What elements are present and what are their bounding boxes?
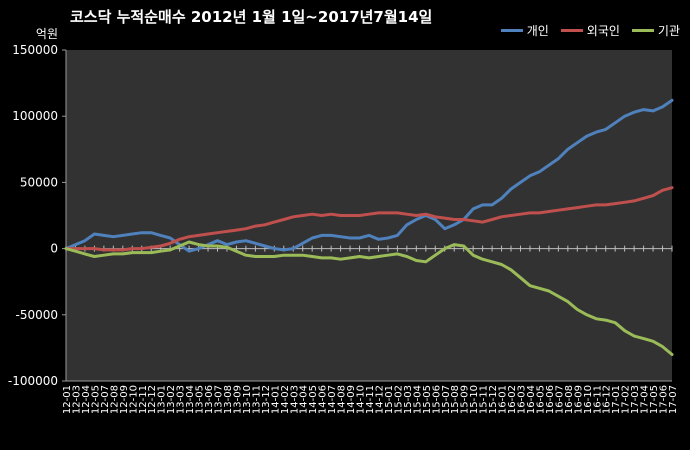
x-tick-label: 14-07 — [327, 385, 338, 414]
x-tick-label: 13-02 — [166, 385, 177, 414]
legend-item-foreign: 외국인 — [560, 22, 620, 39]
x-tick-label: 13-01 — [157, 385, 168, 414]
x-tick-label: 16-03 — [517, 385, 528, 414]
x-tick-label: 16-09 — [573, 385, 584, 414]
y-tick-label: 50000 — [20, 175, 58, 189]
x-tick-label: 13-08 — [223, 385, 234, 414]
x-tick-label: 13-05 — [195, 385, 206, 414]
x-tick-label: 15-10 — [469, 385, 480, 414]
x-tick-label: 12-05 — [90, 385, 101, 414]
legend-label-foreign: 외국인 — [586, 24, 620, 38]
x-tick-label: 15-06 — [431, 385, 442, 414]
x-tick-label: 14-05 — [308, 385, 319, 414]
legend: 개인 외국인 기관 — [500, 22, 680, 39]
x-tick-label: 16-07 — [554, 385, 565, 414]
x-tick-label: 12-10 — [128, 385, 139, 414]
x-tick-label: 15-12 — [488, 385, 499, 414]
x-tick-label: 13-03 — [176, 385, 187, 414]
x-tick-label: 16-08 — [564, 385, 575, 414]
x-tick-label: 16-10 — [583, 385, 594, 414]
x-tick-label: 14-12 — [374, 385, 385, 414]
x-tick-label: 12-04 — [81, 385, 92, 414]
chart-title: 코스닥 누적순매수 2012년 1월 1일~2017년7월14일 — [70, 8, 433, 26]
x-tick-label: 14-08 — [337, 385, 348, 414]
x-tick-label: 14-10 — [356, 385, 367, 414]
y-tick-label: 150000 — [12, 43, 58, 57]
x-tick-label: 15-05 — [422, 385, 433, 414]
x-tick-label: 17-06 — [659, 385, 670, 414]
x-tick-label: 12-03 — [71, 385, 82, 414]
x-tick-label: 14-04 — [299, 385, 310, 414]
x-tick-label: 15-07 — [441, 385, 452, 414]
x-tick-label: 15-11 — [479, 385, 490, 414]
x-tick-label: 14-02 — [280, 385, 291, 414]
series-line-0 — [64, 98, 674, 253]
x-tick-label: 16-06 — [545, 385, 556, 414]
x-tick-label: 13-09 — [232, 385, 243, 414]
legend-item-institution: 기관 — [631, 22, 680, 39]
x-tick-label: 13-12 — [261, 385, 272, 414]
series-line-2 — [64, 240, 674, 356]
x-tick-label: 13-11 — [251, 385, 262, 414]
x-tick-label: 17-07 — [668, 385, 679, 414]
x-tick-label: 17-02 — [621, 385, 632, 414]
x-tick-label: 12-07 — [100, 385, 111, 414]
x-tick-label: 16-05 — [535, 385, 546, 414]
x-tick-label: 15-02 — [393, 385, 404, 414]
x-tick-label: 16-11 — [592, 385, 603, 414]
x-tick-label: 17-04 — [640, 385, 651, 414]
x-tick-label: 12-01 — [62, 385, 73, 414]
legend-swatch-foreign — [560, 29, 583, 32]
x-tick-label: 14-01 — [270, 385, 281, 414]
x-tick-label: 12-08 — [109, 385, 120, 414]
x-tick-label: 13-04 — [185, 385, 196, 414]
x-tick-label: 12-11 — [138, 385, 149, 414]
x-tick-label: 15-01 — [384, 385, 395, 414]
x-tick-label: 15-03 — [403, 385, 414, 414]
y-tick-label: 100000 — [12, 109, 58, 123]
x-tick-label: 15-09 — [460, 385, 471, 414]
x-tick-label: 16-01 — [498, 385, 509, 414]
y-tick-label: -50000 — [15, 308, 58, 322]
legend-label-institution: 기관 — [657, 24, 680, 38]
y-axis-unit-label: 억원 — [36, 27, 58, 41]
y-tick-label: 0 — [50, 242, 58, 256]
y-tick-label: -100000 — [8, 374, 58, 388]
x-tick-label: 14-03 — [289, 385, 300, 414]
x-tick-label: 17-01 — [611, 385, 622, 414]
legend-swatch-individual — [500, 29, 523, 32]
x-tick-label: 13-06 — [204, 385, 215, 414]
x-tick-label: 14-11 — [365, 385, 376, 414]
x-tick-label: 15-08 — [450, 385, 461, 414]
x-tick-label: 16-12 — [602, 385, 613, 414]
x-tick-label: 14-09 — [346, 385, 357, 414]
x-tick-label: 15-04 — [412, 385, 423, 414]
legend-item-individual: 개인 — [500, 22, 549, 39]
x-tick-label: 13-10 — [242, 385, 253, 414]
x-tick-label: 12-12 — [147, 385, 158, 414]
series-line-1 — [64, 186, 674, 252]
x-tick-label: 17-05 — [649, 385, 660, 414]
x-tick-label: 17-03 — [630, 385, 641, 414]
legend-swatch-institution — [631, 29, 654, 32]
x-tick-label: 16-04 — [526, 385, 537, 414]
x-tick-label: 12-09 — [119, 385, 130, 414]
legend-label-individual: 개인 — [526, 24, 549, 38]
x-tick-label: 14-06 — [318, 385, 329, 414]
x-tick-label: 16-02 — [507, 385, 518, 414]
x-tick-label: 13-07 — [214, 385, 225, 414]
